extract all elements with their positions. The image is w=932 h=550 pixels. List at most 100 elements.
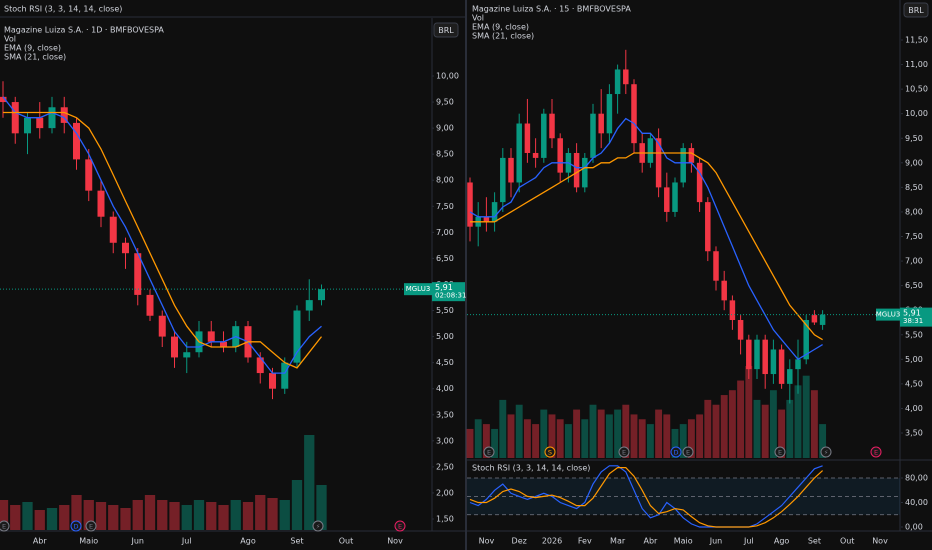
pane-title: Stoch RSI (3, 3, 14, 14, close)	[472, 464, 590, 473]
volume-bar	[671, 428, 679, 458]
candle-body	[590, 113, 596, 158]
event-label[interactable]: E	[686, 449, 690, 457]
volume-bar	[679, 424, 687, 458]
candle-body	[754, 339, 760, 370]
candle-body	[688, 148, 695, 163]
currency-button[interactable]	[903, 2, 929, 18]
volume-bar	[704, 399, 712, 458]
volume-bar	[267, 498, 278, 530]
volume-bar	[556, 419, 564, 458]
y-tick-label: 10,00	[436, 72, 459, 81]
volume-bar	[597, 409, 605, 458]
event-icon[interactable]	[820, 446, 832, 458]
event-label[interactable]: S	[548, 449, 552, 457]
event-icon[interactable]	[774, 446, 786, 458]
volume-bar	[769, 390, 777, 458]
y-tick-label: 4,50	[905, 379, 923, 388]
candle-body	[819, 314, 826, 325]
volume-bar	[108, 505, 119, 530]
volume-bar	[564, 424, 572, 458]
y-tick-label: 10,50	[905, 85, 928, 94]
candle-body	[183, 352, 191, 358]
event-label[interactable]: ⚡	[824, 449, 829, 457]
volume-bar	[316, 485, 327, 530]
volume-bar	[181, 505, 192, 530]
candle-body	[770, 349, 777, 375]
candle-body	[811, 315, 818, 323]
event-icon[interactable]	[544, 446, 556, 458]
volume-bar	[499, 399, 507, 458]
currency-label[interactable]: BRL	[438, 26, 454, 35]
event-icon[interactable]	[394, 520, 406, 532]
event-icon[interactable]	[312, 520, 324, 532]
y-tick-label: 8,00	[905, 207, 923, 216]
volume-bar	[605, 414, 613, 458]
ticker-tag	[876, 308, 900, 321]
currency-label[interactable]: BRL	[908, 6, 924, 15]
event-icon[interactable]	[870, 446, 882, 458]
event-label[interactable]: E	[398, 523, 402, 531]
x-tick-label: Mar	[610, 537, 626, 546]
y-tick-label: 4,50	[436, 358, 454, 367]
candle-body	[549, 113, 555, 139]
y-tick-label: 4,00	[905, 404, 923, 413]
volume-bar	[230, 500, 241, 530]
volume-bar	[22, 502, 33, 530]
ticker-label: MGLU3	[876, 311, 901, 319]
event-label[interactable]: D	[673, 449, 678, 457]
event-label[interactable]: E	[89, 523, 93, 531]
candle-body	[85, 159, 93, 191]
event-icon[interactable]	[682, 446, 694, 458]
volume-bar	[95, 502, 107, 530]
x-tick-label: 2026	[542, 537, 562, 546]
candle-body	[787, 369, 793, 384]
event-label[interactable]: E	[874, 449, 878, 457]
y-tick-label: 7,50	[436, 202, 454, 211]
event-icon[interactable]	[618, 446, 630, 458]
x-tick-label: Jun	[131, 537, 145, 546]
event-label[interactable]: E	[487, 449, 491, 457]
price-label: 5,91	[903, 309, 921, 318]
event-label[interactable]: E	[622, 449, 626, 457]
volume-bar	[34, 510, 45, 530]
event-label[interactable]: D	[73, 523, 78, 531]
indicator-line	[2, 96, 322, 374]
event-label[interactable]: ⚡	[316, 523, 321, 531]
chart-title: Magazine Luiza S.A. · 15 · BMFBOVESPA	[472, 5, 631, 14]
candle-body	[318, 289, 325, 301]
y-tick-label: 7,00	[905, 257, 923, 266]
x-tick-label: Ago	[774, 537, 790, 546]
chart-title: Magazine Luiza S.A. · 1D · BMFBOVESPA	[4, 26, 164, 35]
y-tick-label: 6,50	[905, 281, 923, 290]
currency-button[interactable]	[433, 22, 459, 38]
volume-bar	[745, 366, 753, 458]
candle-body	[122, 242, 129, 254]
volume-bar	[778, 409, 786, 458]
volume-bar	[482, 424, 490, 458]
volume-bar	[712, 404, 720, 458]
event-icon[interactable]	[483, 446, 495, 458]
volume-bar	[523, 419, 531, 458]
y-tick-label: 5,50	[436, 306, 454, 315]
y-tick-label: 0,00	[905, 523, 923, 532]
pane-title: Stoch RSI (3, 3, 14, 14, close)	[4, 5, 122, 14]
event-label[interactable]: E	[778, 449, 782, 457]
y-tick-label: 2,00	[436, 488, 454, 497]
candle-body	[467, 182, 473, 227]
candle-body	[269, 373, 276, 389]
x-tick-label: Maio	[79, 537, 98, 546]
candle-body	[647, 138, 654, 163]
event-icon[interactable]	[0, 520, 10, 532]
y-tick-label: 3,50	[905, 429, 923, 438]
candle-body	[508, 157, 514, 183]
candle-body	[623, 69, 629, 85]
event-label[interactable]: E	[2, 523, 6, 531]
legend-entry: Vol	[4, 35, 16, 44]
y-tick-label: 6,50	[436, 254, 454, 263]
event-icon[interactable]	[670, 446, 682, 458]
volume-bar	[193, 500, 205, 530]
candle-body	[60, 107, 68, 123]
event-icon[interactable]	[85, 520, 97, 532]
event-icon[interactable]	[70, 520, 82, 532]
candle-body	[729, 300, 736, 321]
